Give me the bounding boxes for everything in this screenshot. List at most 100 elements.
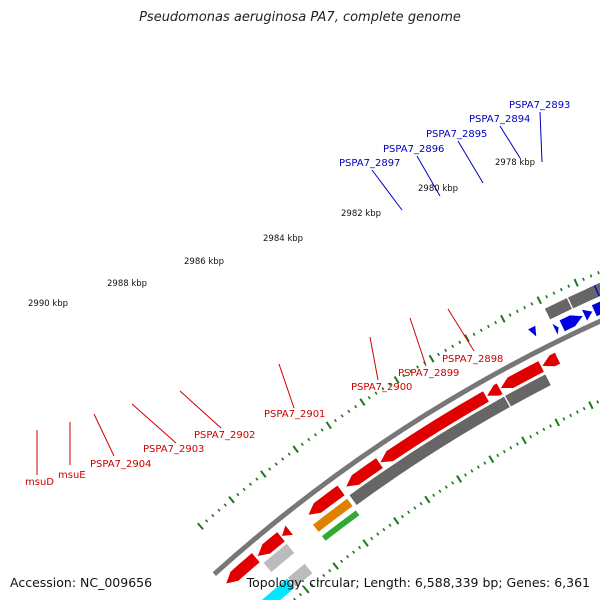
outer-tick-mark bbox=[559, 287, 563, 292]
forward-leader-line bbox=[416, 155, 441, 197]
forward-leader-line bbox=[539, 111, 543, 163]
outer-tick-mark bbox=[281, 457, 285, 461]
inner-tick-mark bbox=[502, 449, 506, 454]
genome-backbone bbox=[212, 318, 600, 576]
outer-tick-mark bbox=[381, 387, 385, 391]
outer-tick-mark bbox=[428, 354, 435, 363]
outer-tick-mark bbox=[582, 277, 585, 282]
inner-tick-mark bbox=[328, 569, 332, 573]
inner-tick-mark bbox=[340, 559, 344, 564]
outer-tick-mark bbox=[205, 519, 209, 523]
inner-tick-mark bbox=[322, 573, 326, 578]
outer-tick-mark bbox=[479, 328, 483, 333]
gene-features bbox=[212, 282, 600, 600]
inner-tick-mark bbox=[358, 545, 362, 550]
outer-tick-mark bbox=[374, 391, 378, 395]
inner-tick-mark bbox=[388, 523, 392, 527]
inner-tick-mark bbox=[483, 461, 487, 465]
reverse-gene-bar bbox=[505, 374, 551, 407]
reverse-leader-line bbox=[131, 403, 177, 444]
forward-cds-arrow bbox=[591, 301, 600, 317]
reverse-leader-line bbox=[179, 390, 222, 429]
inner-tick-mark bbox=[549, 424, 552, 428]
msue-feature-bar bbox=[287, 563, 313, 587]
inner-tick-mark bbox=[575, 410, 579, 414]
outer-tick-mark bbox=[223, 503, 227, 507]
reverse-leader-line bbox=[447, 308, 475, 352]
outer-tick-mark bbox=[274, 462, 278, 466]
outer-tick-mark bbox=[545, 294, 548, 299]
reverse-leader-line bbox=[93, 413, 115, 457]
reverse-gene-label: PSPA7_2898 bbox=[442, 354, 503, 365]
outer-tick-mark bbox=[260, 470, 267, 478]
outer-tick-mark bbox=[217, 508, 221, 512]
inner-tick-mark bbox=[470, 469, 474, 473]
outer-tick-mark bbox=[367, 395, 371, 400]
outer-tick-mark bbox=[393, 376, 400, 384]
outer-tick-mark bbox=[211, 513, 215, 518]
outer-tick-mark bbox=[242, 487, 246, 492]
inner-tick-mark bbox=[376, 532, 380, 536]
reverse-cds-arrow bbox=[282, 525, 293, 536]
reverse-cds-arrow bbox=[487, 383, 503, 396]
ruler-label: 2982 kbp bbox=[341, 209, 381, 219]
outer-tick-mark bbox=[248, 482, 253, 486]
outer-tick-mark bbox=[236, 492, 240, 497]
inner-tick-mark bbox=[352, 550, 356, 554]
reverse-gene-label: PSPA7_2903 bbox=[143, 444, 204, 455]
outer-tick-mark bbox=[589, 274, 593, 278]
outer-tick-mark bbox=[402, 373, 406, 378]
reverse-leader-line bbox=[369, 336, 379, 381]
inner-tick-mark bbox=[432, 493, 436, 498]
ruler-label: 2980 kbp bbox=[418, 184, 458, 194]
outer-tick-mark bbox=[300, 442, 304, 447]
outer-tick-mark bbox=[472, 332, 476, 336]
reverse-cds-arrow bbox=[346, 458, 383, 487]
outer-tick-mark bbox=[197, 522, 204, 530]
inner-tick-mark bbox=[554, 418, 560, 427]
inner-tick-mark bbox=[298, 592, 303, 597]
inner-tick-mark bbox=[346, 555, 350, 559]
outer-tick-mark bbox=[268, 467, 272, 471]
ruler-label: 2984 kbp bbox=[263, 234, 303, 244]
outer-tick-mark bbox=[444, 348, 448, 353]
ruler-labels: 2978 kbp 2980 kbp 2982 kbp 2984 kbp 2986 kbp… bbox=[28, 158, 535, 309]
forward-gene-label: PSPA7_2897 bbox=[339, 158, 400, 169]
outer-tick-mark bbox=[530, 302, 534, 306]
reverse-cds-arrow bbox=[380, 391, 489, 463]
outer-tick-mark bbox=[354, 405, 358, 409]
inner-tick-mark bbox=[476, 465, 480, 469]
outer-tick-mark bbox=[409, 369, 413, 374]
outer-tick-mark bbox=[325, 421, 332, 430]
reverse-gene-label: PSPA7_2901 bbox=[264, 409, 325, 420]
inner-tick-mark bbox=[488, 455, 495, 464]
gene-labels: PSPA7_2893 PSPA7_2894 PSPA7_2895 PSPA7_2896… bbox=[25, 100, 570, 488]
reverse-gene-label: msuE bbox=[58, 470, 86, 481]
inner-tick-mark bbox=[419, 502, 423, 506]
ruler-label: 2986 kbp bbox=[184, 257, 224, 267]
forward-cds-arrow bbox=[559, 315, 583, 332]
reverse-gene-bar bbox=[263, 543, 295, 572]
outer-tick-mark bbox=[487, 324, 490, 329]
inner-tick-mark bbox=[370, 536, 374, 541]
inner-tick-mark bbox=[316, 578, 320, 582]
outer-tick-mark bbox=[287, 452, 291, 456]
inner-tick-mark bbox=[382, 527, 386, 532]
outer-tick-mark bbox=[416, 365, 420, 369]
inner-tick-mark bbox=[310, 583, 314, 587]
forward-cds-arrow bbox=[552, 323, 559, 335]
reverse-leader-line bbox=[278, 363, 295, 409]
msud-feature-bar bbox=[261, 578, 295, 600]
forward-leader-line bbox=[499, 125, 521, 159]
ruler-label: 2990 kbp bbox=[28, 299, 68, 309]
outer-tick-mark bbox=[567, 284, 571, 288]
accession-text: Accession: NC_009656 bbox=[10, 575, 153, 590]
inner-tick-mark bbox=[444, 485, 448, 489]
outer-tick-mark bbox=[359, 398, 366, 407]
inner-tick-mark bbox=[496, 453, 500, 458]
outer-tick-mark bbox=[597, 270, 600, 275]
inner-tick-mark bbox=[393, 517, 400, 525]
topology-text: Topology: circular; Length: 6,588,339 bp… bbox=[246, 575, 590, 590]
inner-tick-mark bbox=[438, 489, 442, 493]
